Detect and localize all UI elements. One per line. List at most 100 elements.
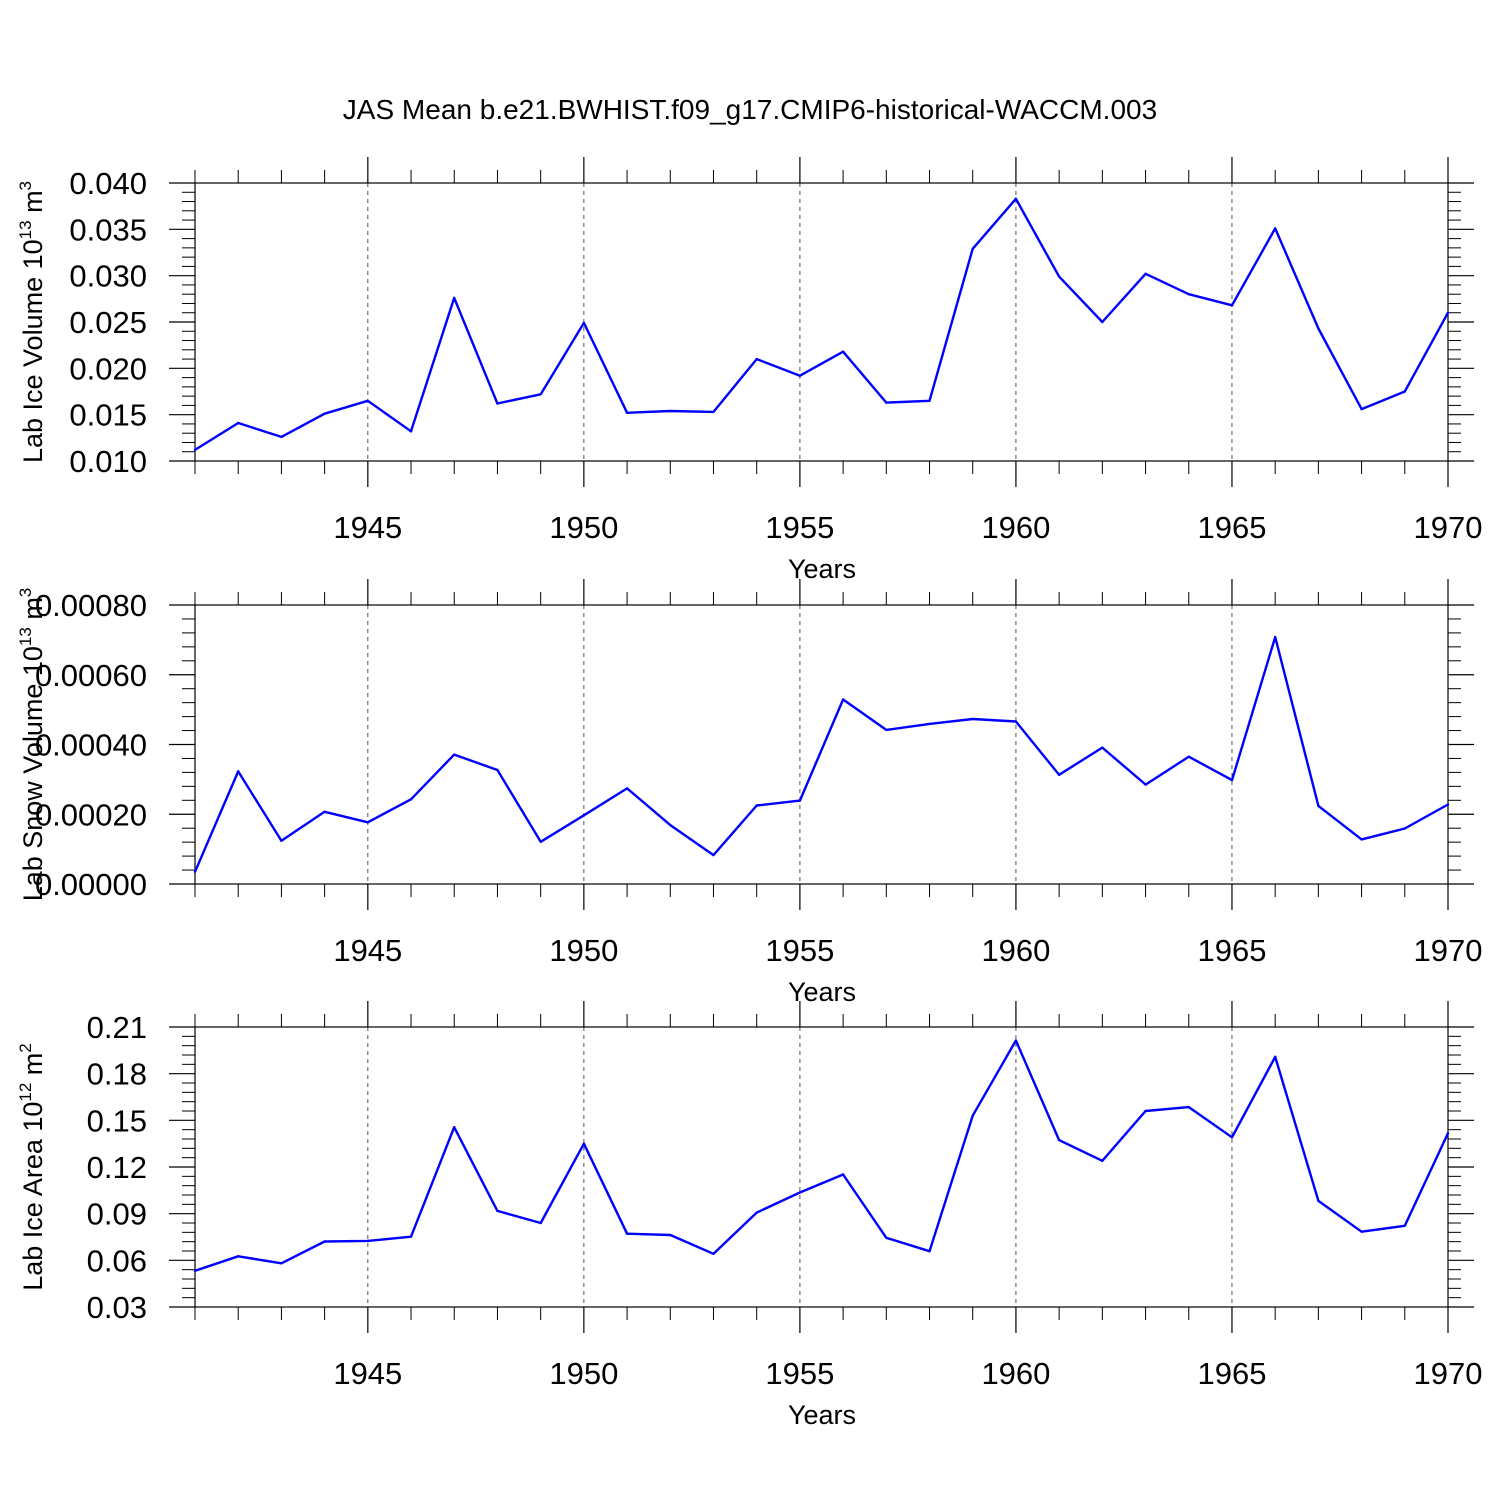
data-point xyxy=(1446,311,1450,314)
data-point xyxy=(1057,1138,1061,1142)
xtick-label: 1945 xyxy=(333,933,402,968)
data-point xyxy=(1317,804,1320,808)
data-point xyxy=(409,798,413,801)
data-point xyxy=(280,839,283,842)
data-point xyxy=(1014,197,1018,200)
xtick-label: 1950 xyxy=(549,510,618,545)
data-point xyxy=(280,435,283,439)
ytick-label: 0.010 xyxy=(69,444,147,479)
ytick-label: 0.09 xyxy=(87,1197,147,1232)
data-point xyxy=(928,1249,931,1253)
series-line xyxy=(194,1039,1450,1272)
data-point xyxy=(1230,304,1234,307)
data-point xyxy=(539,840,542,844)
data-point xyxy=(1360,1230,1363,1233)
xtick-label: 1965 xyxy=(1197,510,1266,545)
data-point xyxy=(1273,635,1277,639)
data-point xyxy=(280,1262,283,1265)
x-axis-title: Years xyxy=(788,554,856,584)
data-point xyxy=(971,247,974,250)
data-point xyxy=(755,357,758,361)
data-point xyxy=(1144,783,1147,786)
data-point xyxy=(669,1233,672,1237)
data-point xyxy=(582,1142,586,1145)
data-point xyxy=(1360,838,1363,841)
xtick-label: 1970 xyxy=(1414,1356,1483,1391)
xtick-label: 1945 xyxy=(333,510,402,545)
ytick-label: 0.015 xyxy=(69,398,147,433)
data-point xyxy=(453,1125,456,1129)
xtick-label: 1950 xyxy=(549,1356,618,1391)
data-point xyxy=(1187,1105,1190,1109)
data-point xyxy=(1144,272,1147,276)
data-point xyxy=(539,1221,542,1225)
x-axis-title: Years xyxy=(788,977,856,1007)
data-point xyxy=(712,1252,715,1256)
data-point xyxy=(928,722,931,726)
ytick-label: 0.00000 xyxy=(35,867,147,902)
data-point xyxy=(193,1269,197,1272)
data-point xyxy=(409,1235,413,1238)
data-point xyxy=(193,448,197,452)
data-point xyxy=(1230,1136,1234,1139)
xtick-label: 1950 xyxy=(549,933,618,968)
data-point xyxy=(1144,1109,1147,1113)
series-line xyxy=(193,635,1449,873)
data-point xyxy=(798,374,802,377)
ytick-label: 0.18 xyxy=(87,1057,147,1092)
data-point xyxy=(453,296,456,300)
data-point xyxy=(1187,755,1190,758)
data-point xyxy=(1403,1224,1406,1228)
data-point xyxy=(1317,327,1320,330)
data-point xyxy=(193,870,197,873)
data-point xyxy=(496,1209,499,1213)
data-point xyxy=(625,787,629,790)
xtick-label: 1960 xyxy=(981,933,1050,968)
data-point xyxy=(1057,275,1061,278)
ytick-label: 0.00020 xyxy=(35,797,147,832)
data-point xyxy=(625,1232,629,1235)
xtick-label: 1955 xyxy=(765,1356,834,1391)
ytick-label: 0.00080 xyxy=(35,588,147,623)
data-point xyxy=(669,823,672,827)
xtick-label: 1960 xyxy=(981,510,1050,545)
ytick-label: 0.040 xyxy=(69,166,147,201)
panel-2: 0.00000 0.00020 0.00040 0.00060 0.00080 1945 1… xyxy=(16,579,1482,1007)
data-point xyxy=(237,770,240,773)
data-point xyxy=(1014,720,1018,723)
data-point xyxy=(323,412,326,415)
xtick-label: 1965 xyxy=(1197,1356,1266,1391)
data-point xyxy=(582,814,586,817)
ytick-label: 0.03 xyxy=(87,1290,147,1325)
data-point xyxy=(1101,320,1104,324)
data-point xyxy=(1273,227,1277,230)
data-point xyxy=(1230,778,1234,782)
ytick-label: 0.00060 xyxy=(35,658,147,693)
data-point xyxy=(1446,803,1450,806)
xtick-label: 1970 xyxy=(1414,933,1483,968)
data-point xyxy=(366,821,370,824)
data-point xyxy=(1187,293,1190,296)
data-point xyxy=(323,1240,326,1243)
data-point xyxy=(625,411,629,415)
xtick-label: 1955 xyxy=(765,510,834,545)
data-point xyxy=(669,409,672,413)
ytick-label: 0.035 xyxy=(69,212,147,247)
xtick-label: 1965 xyxy=(1197,933,1266,968)
data-point xyxy=(323,810,326,814)
data-point xyxy=(841,1173,845,1176)
ytick-label: 0.020 xyxy=(69,351,147,386)
panel-1: 0.010 0.015 0.020 0.025 0.030 0.035 0.040 1945 1… xyxy=(16,157,1482,584)
data-point xyxy=(582,321,586,325)
ytick-label: 0.025 xyxy=(69,305,147,340)
data-point xyxy=(885,728,888,732)
data-point xyxy=(1403,827,1406,830)
data-point xyxy=(798,1191,802,1194)
data-point xyxy=(1317,1199,1320,1203)
xtick-label: 1970 xyxy=(1414,510,1483,545)
xtick-label: 1945 xyxy=(333,1356,402,1391)
data-point xyxy=(971,717,974,721)
data-point xyxy=(798,799,802,802)
x-axis-title: Years xyxy=(788,1400,856,1430)
data-point xyxy=(885,1236,888,1239)
